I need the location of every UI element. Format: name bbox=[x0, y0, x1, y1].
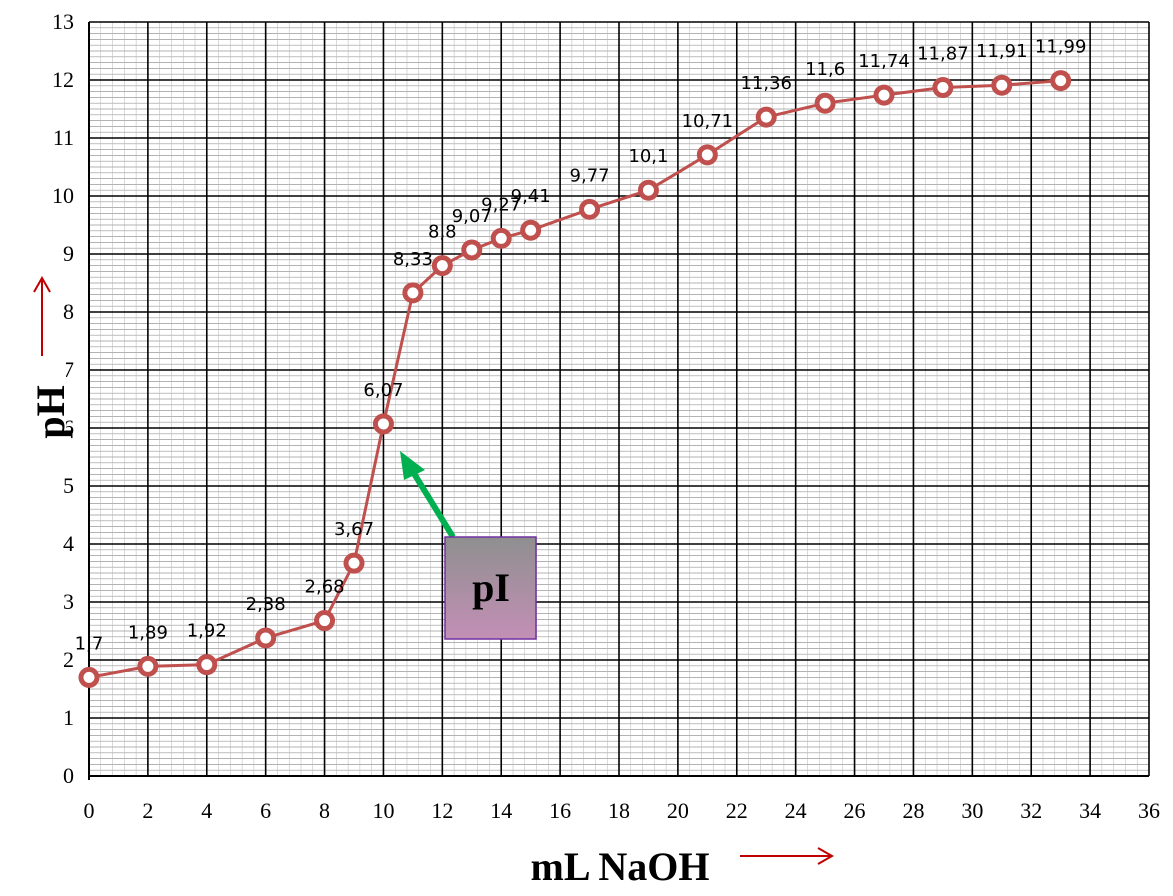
y-tick-label: 8 bbox=[63, 299, 74, 324]
data-point bbox=[372, 413, 394, 435]
data-label: 11,36 bbox=[740, 73, 792, 94]
data-labels: 1,71,89 1,922,382,683,676,078,338,89,079,… bbox=[75, 37, 1087, 655]
y-tick-label: 4 bbox=[63, 531, 74, 556]
y-tick-label: 13 bbox=[52, 9, 74, 34]
y-tick-label: 12 bbox=[52, 67, 74, 92]
data-point bbox=[932, 77, 954, 99]
y-tick-label: 2 bbox=[63, 647, 74, 672]
data-label: 6,07 bbox=[363, 380, 403, 401]
data-label: 8,8 bbox=[428, 222, 457, 243]
y-tick-label: 0 bbox=[63, 763, 74, 788]
green-arrow-icon bbox=[400, 451, 456, 539]
x-tick-label: 20 bbox=[667, 798, 689, 823]
x-tick-label: 0 bbox=[84, 798, 95, 823]
data-point bbox=[814, 92, 836, 114]
data-label: 1,7 bbox=[75, 633, 104, 654]
x-tick-label: 24 bbox=[785, 798, 807, 823]
data-label: 9,27 bbox=[481, 194, 521, 215]
x-axis-arrow-icon bbox=[740, 847, 835, 865]
y-tick-label: 10 bbox=[52, 183, 74, 208]
data-label: 9,07 bbox=[452, 206, 492, 227]
data-point bbox=[637, 179, 659, 201]
y-tick-label: 1 bbox=[63, 705, 74, 730]
data-point bbox=[137, 655, 159, 677]
y-tick-label: 11 bbox=[53, 125, 74, 150]
x-tick-label: 34 bbox=[1079, 798, 1101, 823]
data-label: 11,87 bbox=[917, 44, 969, 65]
x-tick-label: 16 bbox=[549, 798, 571, 823]
x-tick-label: 32 bbox=[1020, 798, 1042, 823]
x-tick-label: 14 bbox=[490, 798, 512, 823]
data-point bbox=[696, 144, 718, 166]
data-point bbox=[343, 552, 365, 574]
data-label: 8,33 bbox=[393, 249, 433, 270]
data-point bbox=[991, 74, 1013, 96]
data-label: 1,92 bbox=[187, 621, 227, 642]
axes bbox=[88, 22, 1149, 780]
x-tick-label: 26 bbox=[844, 798, 866, 823]
data-point bbox=[431, 255, 453, 277]
data-point bbox=[1050, 70, 1072, 92]
x-tick-label: 18 bbox=[608, 798, 630, 823]
data-point bbox=[520, 219, 542, 241]
data-point bbox=[873, 84, 895, 106]
x-tick-labels: 0 2 4 6 8 10 12 14 16 18 20 22 24 26 28 30 32 34 36 bbox=[84, 798, 1161, 823]
y-tick-label: 9 bbox=[63, 241, 74, 266]
y-tick-label: 7 bbox=[63, 357, 74, 382]
data-point bbox=[255, 627, 277, 649]
data-label: 11,91 bbox=[976, 41, 1028, 62]
data-label: 11,74 bbox=[858, 51, 910, 72]
data-point bbox=[314, 610, 336, 632]
data-point bbox=[755, 106, 777, 128]
data-point bbox=[78, 666, 100, 688]
y-tick-label: 3 bbox=[63, 589, 74, 614]
x-tick-label: 28 bbox=[902, 798, 924, 823]
data-label: 11,99 bbox=[1035, 37, 1087, 58]
data-label: 2,38 bbox=[246, 594, 286, 615]
x-tick-label: 2 bbox=[142, 798, 153, 823]
data-label: 2,68 bbox=[305, 577, 345, 598]
major-gridlines bbox=[88, 21, 1150, 777]
data-label: 10,1 bbox=[628, 146, 668, 167]
y-tick-label: 5 bbox=[63, 473, 74, 498]
data-point bbox=[196, 654, 218, 676]
y-axis-label: pH bbox=[28, 385, 73, 438]
x-tick-label: 4 bbox=[201, 798, 212, 823]
data-label: 9,77 bbox=[570, 165, 610, 186]
pi-annotation-label: pI bbox=[472, 565, 510, 610]
x-tick-label: 8 bbox=[319, 798, 330, 823]
y-tick-label: 6 bbox=[63, 415, 74, 440]
data-label: 9,41 bbox=[511, 186, 551, 207]
data-point bbox=[461, 239, 483, 261]
x-axis-label: mL NaOH bbox=[531, 844, 710, 889]
xlabel-box bbox=[492, 838, 747, 896]
data-label: 10,71 bbox=[682, 111, 734, 132]
data-point bbox=[402, 282, 424, 304]
x-tick-label: 36 bbox=[1138, 798, 1160, 823]
pi-box bbox=[444, 536, 537, 640]
x-tick-label: 30 bbox=[961, 798, 983, 823]
data-point bbox=[490, 227, 512, 249]
data-label: 3,67 bbox=[334, 519, 374, 540]
x-tick-label: 10 bbox=[372, 798, 394, 823]
data-point bbox=[579, 198, 601, 220]
x-tick-label: 12 bbox=[431, 798, 453, 823]
x-tick-label: 6 bbox=[260, 798, 271, 823]
ylabel-box bbox=[14, 355, 66, 465]
y-axis-arrow-icon bbox=[33, 275, 51, 356]
series-ph-curve bbox=[78, 70, 1072, 688]
data-label: 11,6 bbox=[805, 59, 845, 80]
x-tick-label: 22 bbox=[726, 798, 748, 823]
data-label: 1,89 bbox=[128, 622, 168, 643]
